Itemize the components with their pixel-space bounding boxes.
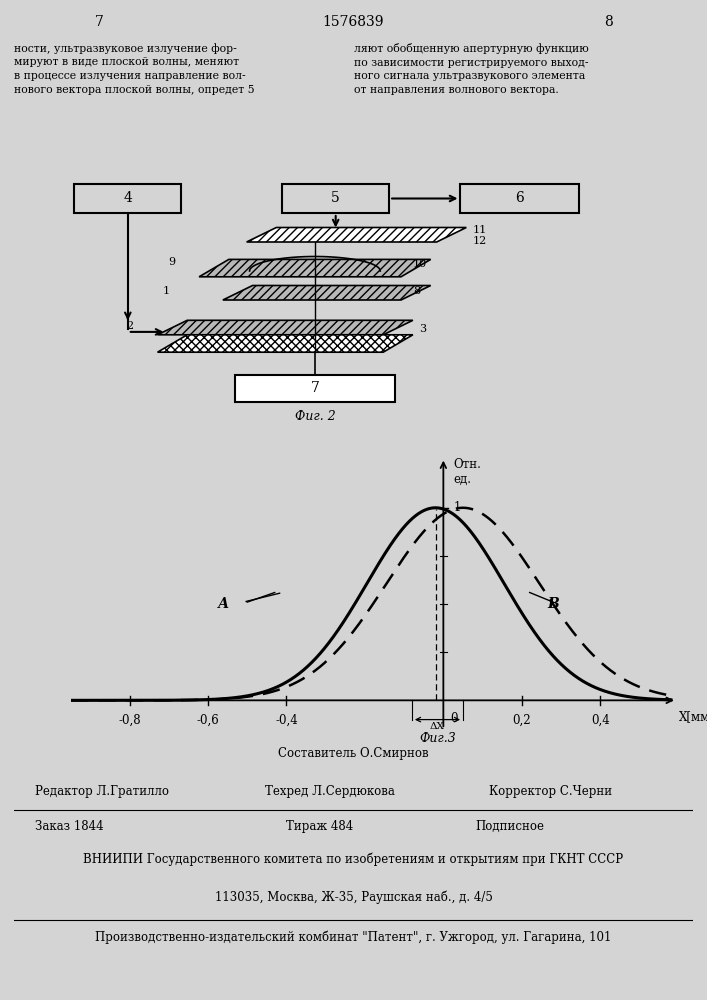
Text: -0,4: -0,4	[275, 714, 298, 727]
Text: Редактор Л.Гратилло: Редактор Л.Гратилло	[35, 785, 168, 798]
Text: 1576839: 1576839	[323, 14, 384, 28]
Text: 6: 6	[515, 192, 524, 206]
Text: Производственно-издательский комбинат "Патент", г. Ужгород, ул. Гагарина, 101: Производственно-издательский комбинат "П…	[95, 930, 612, 944]
Text: 7: 7	[310, 381, 320, 395]
Text: 3: 3	[419, 324, 426, 334]
Polygon shape	[158, 335, 413, 352]
Text: В: В	[547, 597, 559, 611]
Text: 8: 8	[604, 14, 612, 28]
Text: Фиг.3: Фиг.3	[419, 732, 456, 745]
Text: 7: 7	[95, 14, 103, 28]
Text: Корректор С.Черни: Корректор С.Черни	[489, 785, 612, 798]
Polygon shape	[199, 259, 431, 277]
Text: 113035, Москва, Ж-35, Раушская наб., д. 4/5: 113035, Москва, Ж-35, Раушская наб., д. …	[214, 890, 493, 904]
Text: Заказ 1844: Заказ 1844	[35, 820, 103, 833]
Text: 1: 1	[453, 501, 460, 514]
Text: Подписное: Подписное	[476, 820, 544, 833]
Bar	[74, 184, 181, 213]
Text: X[мм]: X[мм]	[679, 710, 707, 723]
Text: 0,4: 0,4	[591, 714, 609, 727]
Text: А: А	[218, 597, 229, 611]
Text: Техред Л.Сердюкова: Техред Л.Сердюкова	[265, 785, 395, 798]
Text: Фиг. 2: Фиг. 2	[295, 410, 335, 422]
Text: 11: 11	[472, 225, 486, 235]
Polygon shape	[223, 286, 431, 300]
Text: Составитель О.Смирнов: Составитель О.Смирнов	[278, 748, 429, 760]
Text: ности, ультразвуковое излучение фор-
мируют в виде плоской волны, меняют
в проце: ности, ультразвуковое излучение фор- мир…	[14, 43, 255, 95]
Text: 1: 1	[163, 286, 170, 296]
Text: ΔX: ΔX	[430, 722, 445, 731]
Bar	[235, 375, 395, 401]
Polygon shape	[158, 320, 413, 335]
Text: 8: 8	[413, 286, 420, 296]
Text: Отн.
ед.: Отн. ед.	[453, 458, 481, 486]
Text: 10: 10	[413, 259, 427, 269]
Text: ВНИИПИ Государственного комитета по изобретениям и открытиям при ГКНТ СССР: ВНИИПИ Государственного комитета по изоб…	[83, 852, 624, 866]
Bar	[282, 184, 389, 213]
Text: ляют обобщенную апертурную функцию
по зависимости регистрируемого выход-
ного си: ляют обобщенную апертурную функцию по за…	[354, 43, 588, 95]
Bar	[460, 184, 579, 213]
Text: 0: 0	[450, 712, 458, 725]
Text: 4: 4	[124, 192, 132, 206]
Text: 12: 12	[472, 236, 486, 246]
Polygon shape	[247, 228, 467, 242]
Text: 0,2: 0,2	[513, 714, 531, 727]
Text: 5: 5	[332, 192, 340, 206]
Text: 9: 9	[168, 257, 175, 267]
Text: -0,8: -0,8	[118, 714, 141, 727]
Text: -0,6: -0,6	[197, 714, 219, 727]
Text: 2: 2	[127, 321, 134, 331]
Text: Тираж 484: Тираж 484	[286, 820, 353, 833]
